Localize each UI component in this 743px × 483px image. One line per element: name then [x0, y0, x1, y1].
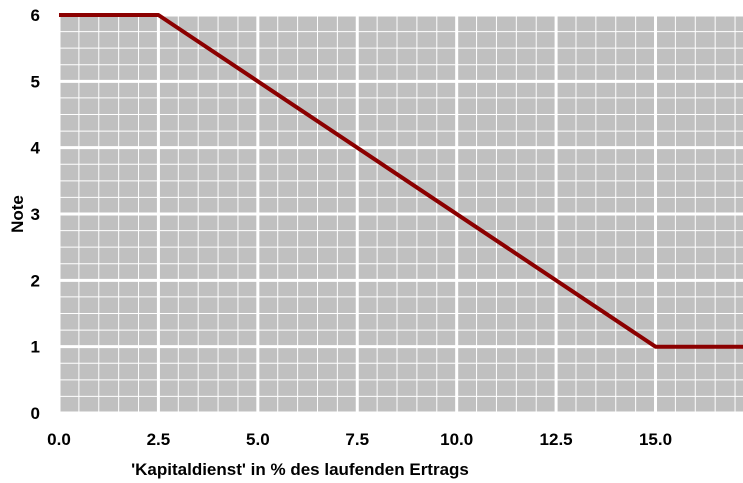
y-tick-label: 6: [31, 6, 40, 25]
y-axis-label: Note: [8, 195, 27, 233]
x-tick-label: 0.0: [47, 430, 71, 449]
y-tick-labels: 0 1 2 3 4 5 6: [31, 6, 41, 423]
x-tick-labels: 0.0 2.5 5.0 7.5 10.0 12.5 15.0: [47, 430, 672, 449]
series-layer: [59, 13, 743, 349]
x-tick-label: 15.0: [639, 430, 672, 449]
y-tick-label: 5: [31, 72, 40, 91]
major-gridlines: [57, 13, 743, 415]
x-tick-label: 12.5: [540, 430, 573, 449]
y-tick-label: 2: [31, 271, 40, 290]
y-tick-label: 1: [31, 338, 40, 357]
y-tick-label: 0: [31, 404, 40, 423]
x-tick-label: 10.0: [440, 430, 473, 449]
y-tick-label: 3: [31, 205, 40, 224]
x-axis-label: 'Kapitaldienst' in % des laufenden Ertra…: [131, 460, 469, 479]
x-tick-label: 5.0: [246, 430, 270, 449]
x-tick-label: 7.5: [345, 430, 369, 449]
y-tick-label: 4: [31, 139, 41, 158]
series-line-0: [59, 13, 743, 349]
x-tick-label: 2.5: [147, 430, 171, 449]
